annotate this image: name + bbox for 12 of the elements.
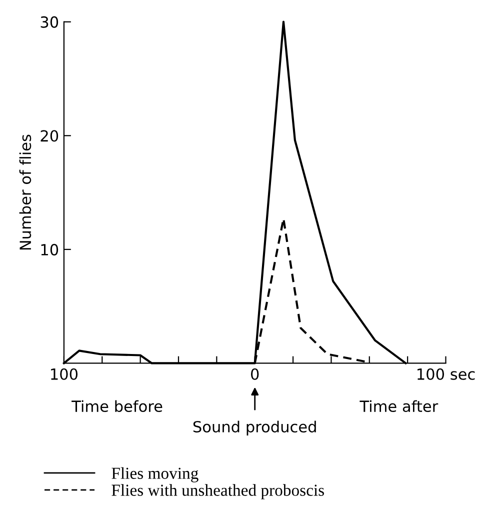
y-axis-title: Number of flies (19, 134, 32, 250)
y-tick-label: 20 (40, 130, 58, 142)
x-tick-label: 100 sec (418, 368, 475, 380)
y-tick-label: 10 (41, 244, 58, 256)
text: Time after (360, 400, 438, 412)
y-tick-label: 30 (40, 16, 58, 28)
text: Sound produced (193, 420, 316, 436)
x-tick-label: 100 (51, 368, 78, 380)
text: Time before (72, 400, 162, 412)
legend-label: Flies with unsheathed proboscis (112, 484, 324, 500)
x-tick-label: 0 (251, 368, 259, 380)
legend-label: Flies moving (112, 467, 198, 482)
